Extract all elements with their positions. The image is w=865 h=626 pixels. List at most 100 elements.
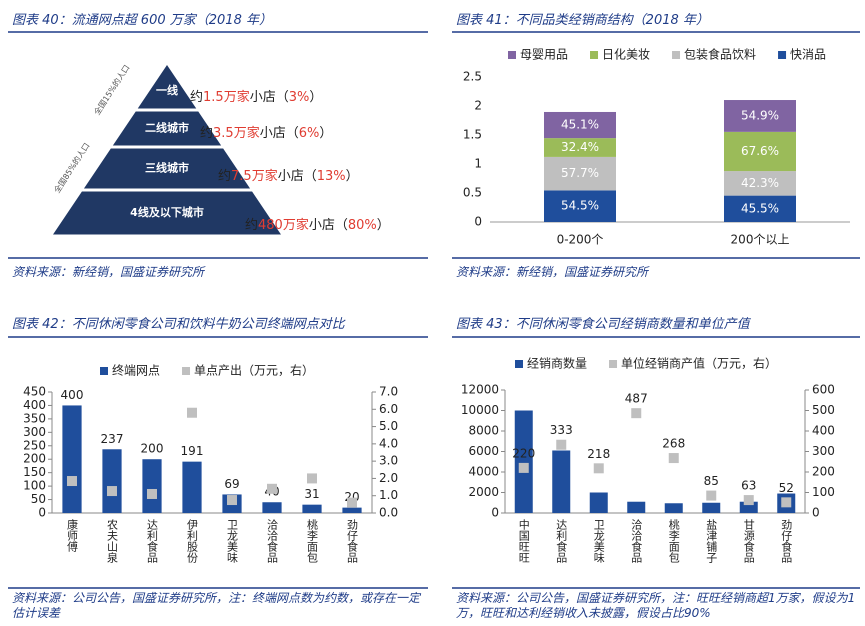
legend-label: 包装食品饮料 bbox=[684, 47, 756, 62]
scatter-point bbox=[631, 408, 642, 419]
level-label: 4线及以下城市 bbox=[130, 205, 204, 219]
bar bbox=[102, 449, 122, 513]
level-label: 二线城市 bbox=[145, 121, 189, 135]
data-label: 52 bbox=[779, 481, 794, 495]
legend-swatch bbox=[778, 51, 787, 59]
scatter-point bbox=[743, 495, 754, 506]
scatter-point bbox=[187, 407, 197, 418]
x-tick-label: 农夫山泉 bbox=[106, 518, 119, 563]
bar-segment bbox=[544, 138, 616, 157]
bar bbox=[739, 501, 758, 513]
y-tick-label: 2 bbox=[474, 99, 482, 113]
figure-source: 资料来源：新经销，国盛证券研究所 bbox=[12, 265, 205, 279]
data-label: 200 bbox=[141, 442, 164, 456]
legend-swatch bbox=[508, 51, 516, 59]
legend-label: 单点产出（万元，右） bbox=[194, 363, 314, 378]
scatter-point bbox=[307, 473, 317, 484]
y2-tick-label: 0.0 bbox=[379, 506, 398, 520]
scatter-point bbox=[147, 488, 157, 499]
scatter-point bbox=[227, 495, 237, 506]
x-tick-label: 洽洽食品 bbox=[266, 519, 279, 563]
data-label: 63 bbox=[741, 479, 756, 493]
data-label: 67.6% bbox=[741, 144, 779, 158]
y-tick-label: 1 bbox=[474, 157, 482, 171]
x-tick-label: 桃李面包 bbox=[667, 518, 680, 563]
y-tick-label: 150 bbox=[23, 465, 46, 479]
y2-tick-label: 100 bbox=[812, 485, 835, 499]
figure-caption: 图表 40：流通网点超 600 万家（2018 年） bbox=[12, 13, 272, 28]
legend-swatch bbox=[672, 51, 681, 59]
figure-caption: 图表 42：不同休闲零食公司和饮料牛奶公司终端网点对比 bbox=[12, 317, 345, 332]
data-label: 220 bbox=[512, 446, 535, 460]
bar bbox=[142, 459, 162, 513]
y-tick-label: 2000 bbox=[468, 485, 499, 499]
bar bbox=[702, 502, 721, 513]
y-tick-label: 8000 bbox=[468, 424, 499, 438]
x-tick-label: 康师傅 bbox=[66, 518, 79, 552]
y2-tick-label: 6.0 bbox=[379, 402, 398, 416]
y-tick-label: 400 bbox=[23, 398, 46, 412]
scatter-point bbox=[593, 463, 604, 474]
data-label: 45.5% bbox=[741, 201, 779, 215]
note-part: 小店（ bbox=[250, 90, 289, 105]
y-tick-label: 200 bbox=[23, 452, 46, 466]
data-label: 487 bbox=[625, 392, 648, 406]
figure-source: 资料来源：公司公告，国盛证券研究所，注：旺旺经销商超1万家，假设为1万，旺旺和达… bbox=[456, 591, 856, 620]
legend-label: 终端网点 bbox=[112, 363, 160, 378]
y-tick-label: 0.5 bbox=[463, 186, 482, 200]
data-label: 400 bbox=[61, 388, 84, 402]
legend-swatch bbox=[515, 360, 523, 368]
bar-segment bbox=[544, 156, 616, 191]
legend-swatch bbox=[590, 51, 599, 59]
scatter-point bbox=[556, 439, 567, 450]
note-part: 约 bbox=[200, 126, 213, 141]
data-label: 42.3% bbox=[741, 176, 779, 190]
note-part: ） bbox=[319, 126, 332, 141]
x-tick-label: 劲仔食品 bbox=[780, 519, 793, 563]
y-tick-label: 0 bbox=[474, 215, 482, 229]
level-note: 约480万家小店（80%） bbox=[245, 217, 390, 233]
legend-label: 日化美妆 bbox=[602, 48, 650, 62]
scatter-point bbox=[518, 462, 529, 473]
note-part: 6% bbox=[299, 126, 320, 141]
legend-label: 单位经销商产值（万元，右） bbox=[621, 356, 777, 371]
scatter-point bbox=[668, 453, 679, 464]
y2-tick-label: 4.0 bbox=[379, 436, 398, 450]
y-tick-label: 300 bbox=[23, 425, 46, 439]
y-tick-label: 0 bbox=[38, 506, 46, 520]
legend-label: 母婴用品 bbox=[520, 48, 568, 62]
data-label: 69 bbox=[224, 477, 239, 491]
bar-segment bbox=[544, 111, 616, 139]
x-tick-label: 洽洽食品 bbox=[630, 519, 643, 563]
level-note: 约7.5万家小店（13%） bbox=[218, 168, 359, 184]
x-tick-label: 桃李面包 bbox=[306, 518, 319, 563]
note-part: ） bbox=[377, 218, 390, 233]
data-label: 54.5% bbox=[561, 199, 599, 213]
figure-source: 资料来源：公司公告，国盛证券研究所，注：终端网点数为约数，或存在一定估计误差 bbox=[12, 591, 421, 620]
x-tick-label: 伊利股份 bbox=[186, 519, 199, 564]
y-tick-label: 6000 bbox=[468, 444, 499, 458]
note-part: 480万家 bbox=[258, 217, 309, 233]
note-part: 小店（ bbox=[309, 218, 348, 233]
note-part: 13% bbox=[317, 169, 346, 184]
y2-tick-label: 500 bbox=[812, 403, 835, 417]
note-part: 小店（ bbox=[260, 126, 299, 141]
y-tick-label: 350 bbox=[23, 411, 46, 425]
legend-label: 经销商数量 bbox=[527, 356, 587, 371]
y2-tick-label: 300 bbox=[812, 444, 835, 458]
x-tick-label: 0-200个 bbox=[557, 233, 604, 247]
scatter-point bbox=[706, 490, 717, 501]
bar-segment bbox=[724, 171, 796, 196]
y-tick-label: 4000 bbox=[468, 465, 499, 479]
y2-tick-label: 600 bbox=[812, 383, 835, 397]
note-part: 3.5万家 bbox=[213, 125, 260, 141]
data-label: 31 bbox=[304, 487, 319, 501]
note-part: 1.5万家 bbox=[203, 89, 250, 105]
note-part: 小店（ bbox=[278, 169, 317, 184]
scatter-point bbox=[781, 497, 792, 508]
figure-caption: 图表 43：不同休闲零食公司经销商数量和单位产值 bbox=[456, 317, 750, 332]
pyramid-level bbox=[112, 111, 222, 146]
side-label: 全国15%的人口 bbox=[92, 63, 132, 117]
